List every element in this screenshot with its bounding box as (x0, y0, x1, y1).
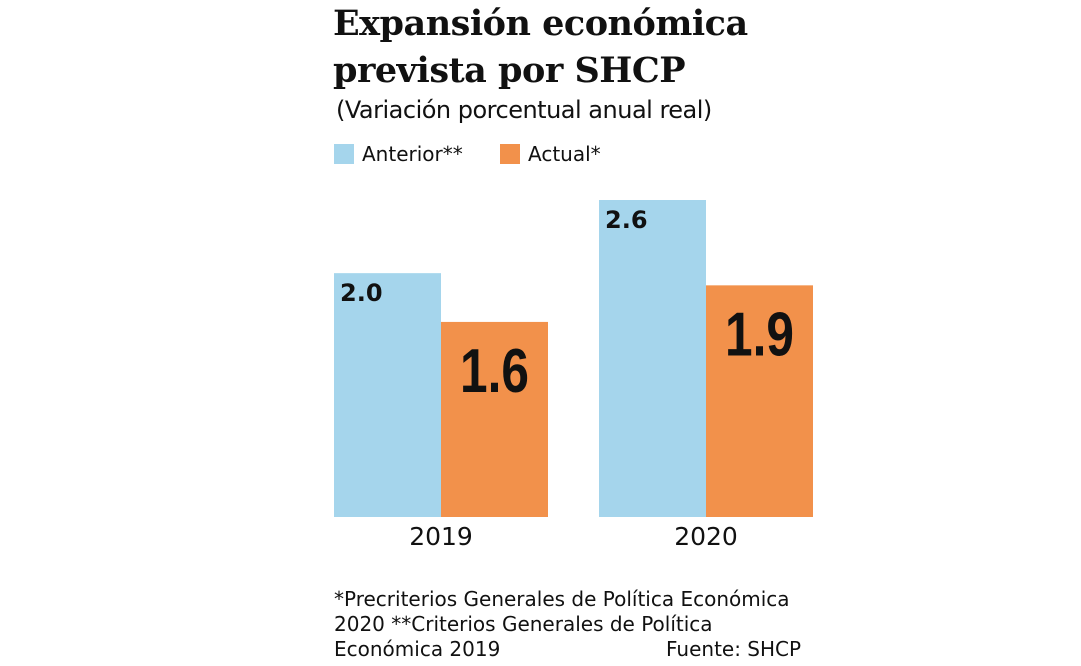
chart-subtitle: (Variación porcentual anual real) (336, 96, 712, 124)
x-tick-label: 2020 (674, 522, 738, 551)
data-label: 2.6 (605, 206, 648, 234)
bar-2019-anterior (334, 273, 441, 517)
legend-swatch-anterior (334, 144, 354, 164)
source: Fuente: SHCP (666, 637, 802, 661)
legend-label-anterior: Anterior** (362, 142, 463, 166)
bar-2020-actual (706, 285, 813, 517)
data-label: 1.6 (460, 336, 529, 406)
legend-item-anterior: Anterior** (334, 142, 463, 166)
footnote: *Precriterios Generales de Política Econ… (334, 587, 790, 661)
bar-2019-actual (441, 321, 548, 517)
data-label: 2.0 (340, 279, 383, 307)
legend-swatch-actual (500, 144, 520, 164)
x-tick-label: 2019 (409, 522, 473, 551)
chart-title: Expansión económica prevista por SHCP (333, 3, 748, 91)
legend-item-actual: Actual* (500, 142, 601, 166)
bar-2020-anterior (599, 200, 706, 517)
data-label: 1.9 (725, 299, 794, 369)
legend-label-actual: Actual* (528, 142, 601, 166)
